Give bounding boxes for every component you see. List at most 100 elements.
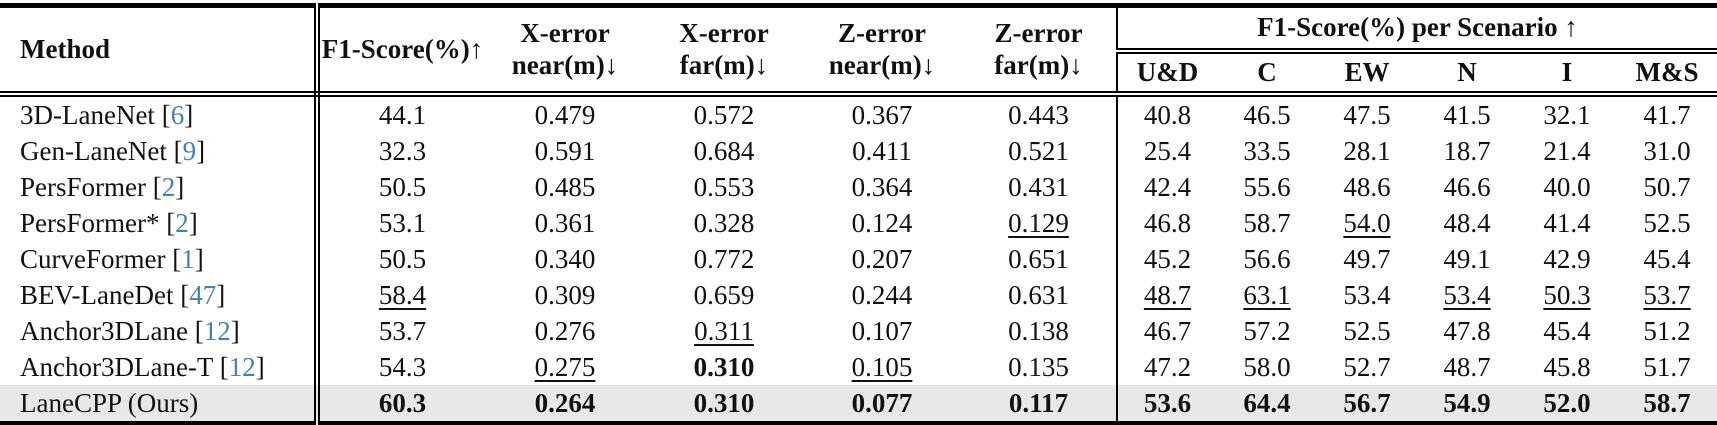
value-cell: 52.0 xyxy=(1543,387,1591,418)
col-header-x-error-near: X-error near(m)↓ xyxy=(485,5,645,97)
value-cell: 0.521 xyxy=(1008,135,1069,166)
value-cell: 48.4 xyxy=(1443,207,1491,238)
value-cell: 0.117 xyxy=(1008,387,1069,418)
col-header-scenario-ms: M&S xyxy=(1617,51,1717,97)
citation-number[interactable]: 2 xyxy=(175,207,189,238)
method-cell: BEV-LaneDet [47] xyxy=(0,277,320,313)
value-cell: 52.5 xyxy=(1643,207,1691,238)
value-cell: 60.3 xyxy=(378,387,427,418)
value-cell: 45.4 xyxy=(1543,315,1591,346)
value-cell: 45.2 xyxy=(1116,241,1217,277)
value-cell: 46.7 xyxy=(1116,313,1217,349)
method-cell: LaneCPP (Ours) xyxy=(0,385,320,424)
col-header-scenario-n: N xyxy=(1417,51,1517,97)
value-cell: 49.7 xyxy=(1343,243,1391,274)
value-cell: 32.1 xyxy=(1543,99,1591,130)
table-row: Anchor3DLane-T [12] 54.3 0.275 0.310 0.105 0.… xyxy=(0,349,1717,385)
value-cell: 45.4 xyxy=(1643,243,1691,274)
method-cell: PersFormer* [2] xyxy=(0,205,320,241)
header-line: Z-error xyxy=(994,17,1083,48)
citation-number[interactable]: 12 xyxy=(203,315,231,346)
value-cell: 0.364 xyxy=(851,171,913,202)
value-cell: 44.1 xyxy=(378,99,427,130)
citation-number[interactable]: 47 xyxy=(189,279,217,310)
value-cell: 47.2 xyxy=(1116,349,1217,385)
value-cell: 0.107 xyxy=(851,315,913,346)
method-cell: Anchor3DLane [12] xyxy=(0,313,320,349)
results-table: Method F1-Score(%)↑ X-error near(m)↓ X-e… xyxy=(0,3,1717,425)
method-name: CurveFormer xyxy=(20,243,166,274)
citation-number[interactable]: 12 xyxy=(228,351,256,382)
value-cell: 0.135 xyxy=(1008,351,1069,382)
value-cell: 53.7 xyxy=(378,315,427,346)
header-line: near(m)↓ xyxy=(511,49,619,80)
value-cell: 49.1 xyxy=(1443,243,1491,274)
citation-number[interactable]: 9 xyxy=(182,135,197,166)
method-name: PersFormer xyxy=(20,171,146,202)
header-line: X-error xyxy=(679,17,769,48)
value-cell: 56.6 xyxy=(1243,243,1291,274)
value-cell: 25.4 xyxy=(1116,133,1217,169)
value-cell: 54.0 xyxy=(1343,207,1391,238)
method-cell: CurveFormer [1] xyxy=(0,241,320,277)
value-cell: 51.2 xyxy=(1643,315,1691,346)
value-cell: 63.1 xyxy=(1243,279,1291,310)
col-header-z-error-far: Z-error far(m)↓ xyxy=(961,5,1117,97)
citation-number[interactable]: 1 xyxy=(181,243,195,274)
method-name: Gen-LaneNet xyxy=(20,135,167,166)
method-cell: 3D-LaneNet [6] xyxy=(0,94,320,133)
value-cell: 0.340 xyxy=(534,243,596,274)
value-cell: 58.0 xyxy=(1243,351,1291,382)
header-line: far(m)↓ xyxy=(679,49,769,80)
method-name: LaneCPP (Ours) xyxy=(20,387,199,418)
value-cell: 0.553 xyxy=(693,171,755,202)
value-cell: 0.138 xyxy=(1008,315,1069,346)
method-name: PersFormer* xyxy=(20,207,160,238)
value-cell: 53.1 xyxy=(378,207,427,238)
citation-ref[interactable]: [6] xyxy=(154,99,194,130)
value-cell: 53.6 xyxy=(1116,385,1217,424)
citation-ref[interactable]: [2] xyxy=(159,207,198,238)
table-row: CurveFormer [1] 50.5 0.340 0.772 0.207 0.651 4… xyxy=(0,241,1717,277)
value-cell: 41.7 xyxy=(1643,99,1691,130)
citation-ref[interactable]: [1] xyxy=(165,243,204,274)
citation-ref[interactable]: [47] xyxy=(173,279,226,310)
col-header-method: Method xyxy=(0,5,320,97)
value-cell: 0.077 xyxy=(851,387,913,418)
value-cell: 0.244 xyxy=(851,279,913,310)
value-cell: 58.7 xyxy=(1643,387,1691,418)
header-line: far(m)↓ xyxy=(994,49,1083,80)
value-cell: 50.3 xyxy=(1543,279,1591,310)
value-cell: 0.361 xyxy=(534,207,596,238)
method-name: BEV-LaneDet xyxy=(20,279,174,310)
value-cell: 21.4 xyxy=(1543,135,1591,166)
citation-number[interactable]: 2 xyxy=(161,171,176,202)
value-cell: 0.276 xyxy=(534,315,596,346)
value-cell: 56.7 xyxy=(1343,387,1391,418)
citation-ref[interactable]: [9] xyxy=(166,135,206,166)
value-cell: 47.8 xyxy=(1443,315,1491,346)
value-cell: 28.1 xyxy=(1343,135,1391,166)
value-cell: 0.310 xyxy=(693,387,755,418)
value-cell: 0.310 xyxy=(693,351,755,382)
col-header-scenario-c: C xyxy=(1217,51,1317,97)
citation-number[interactable]: 6 xyxy=(170,99,185,130)
value-cell: 0.572 xyxy=(693,99,755,130)
value-cell: 50.7 xyxy=(1643,171,1691,202)
value-cell: 53.4 xyxy=(1443,279,1491,310)
value-cell: 0.328 xyxy=(693,207,755,238)
value-cell: 45.8 xyxy=(1543,351,1591,382)
value-cell: 33.5 xyxy=(1243,135,1291,166)
table-row: LaneCPP (Ours) 60.3 0.264 0.310 0.077 0.117 53… xyxy=(0,385,1717,424)
value-cell: 53.4 xyxy=(1343,279,1391,310)
value-cell: 47.5 xyxy=(1343,99,1391,130)
header-line: near(m)↓ xyxy=(828,49,936,80)
citation-ref[interactable]: [2] xyxy=(145,171,185,202)
table-row: Gen-LaneNet [9] 32.3 0.591 0.684 0.411 0.521 2… xyxy=(0,133,1717,169)
value-cell: 0.105 xyxy=(851,351,913,382)
citation-ref[interactable]: [12] xyxy=(187,315,240,346)
citation-ref[interactable]: [12] xyxy=(212,351,265,382)
value-cell: 46.6 xyxy=(1443,171,1491,202)
method-name: Anchor3DLane-T xyxy=(20,351,213,382)
